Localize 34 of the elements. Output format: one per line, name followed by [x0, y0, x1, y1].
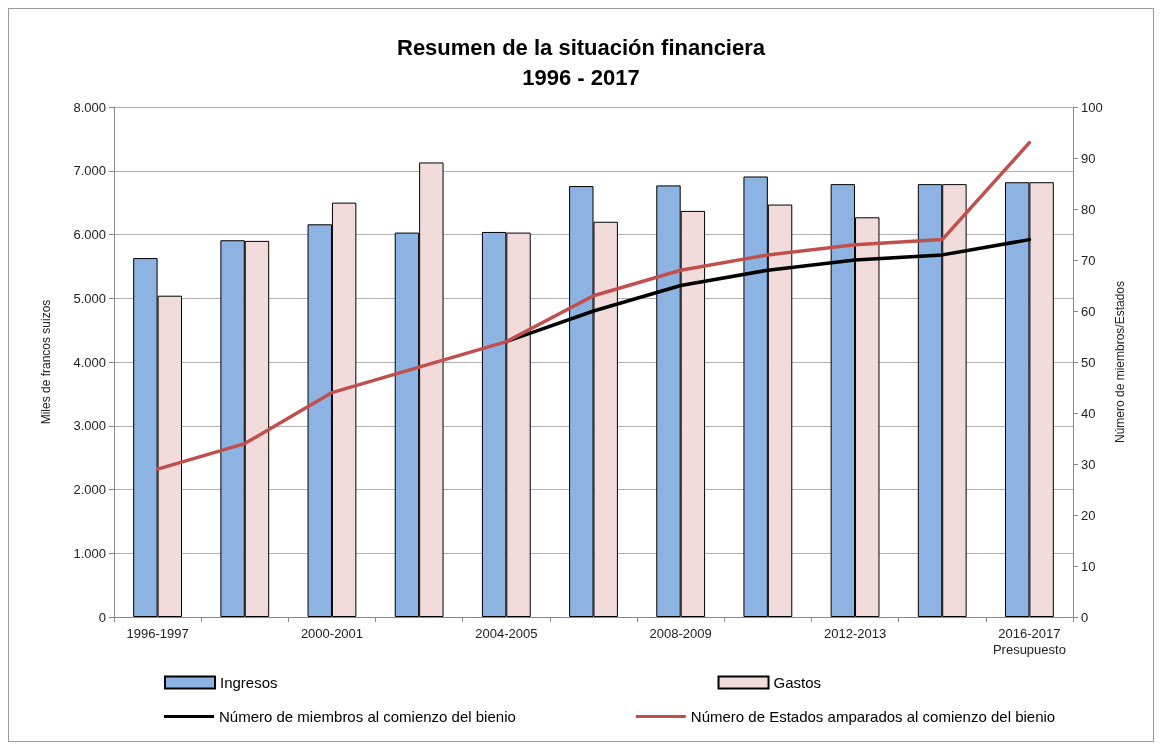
y-tick-label: 0: [98, 609, 106, 625]
y2-tick-label: 70: [1081, 252, 1096, 268]
y-tick-label: 1.000: [73, 545, 106, 561]
legend-label: Número de miembros al comienzo del bienio: [219, 708, 516, 725]
x-tick-label: 2000-2001: [300, 625, 364, 641]
legend-label: Gastos: [773, 674, 822, 691]
y-tick-label: 5.000: [73, 290, 106, 306]
legend-label: Ingresos: [220, 674, 278, 691]
y2-tick-label: 50: [1081, 354, 1096, 370]
y2-tick-label: 40: [1081, 405, 1096, 421]
y2-tick-label: 90: [1081, 150, 1096, 166]
chart-title: Resumen de la situación financiera 1996 - 2017: [396, 34, 766, 90]
y-tick-label: 6.000: [73, 227, 106, 242]
x-tick-label: 2016-2017 Presupuesto: [992, 625, 1066, 657]
y2-tick-label: 60: [1081, 303, 1096, 319]
x-tick-label: 2012-2013: [823, 625, 887, 641]
y-axis-title: Miles de francos suizos: [39, 299, 53, 425]
y2-tick-label: 10: [1081, 558, 1096, 574]
y2-tick-label: 80: [1081, 201, 1096, 217]
legend-label: Número de Estados amparados al comienzo del bienio: [690, 708, 1056, 725]
y2-axis-title: Número de miembros/Estados: [1112, 280, 1127, 444]
x-tick-label: 2008-2009: [649, 625, 712, 641]
x-tick-label: 2004-2005: [475, 625, 538, 641]
line-series: [155, 140, 1032, 471]
y2-tick-label: 0: [1081, 609, 1089, 625]
y-tick-label: 3.000: [73, 418, 106, 434]
x-tick-label: 1996-1997: [126, 625, 189, 641]
y-tick-label: 8.000: [73, 99, 106, 115]
y-tick-label: 2.000: [73, 482, 106, 497]
y2-tick-label: 100: [1081, 99, 1103, 115]
y-tick-label: 4.000: [73, 354, 106, 370]
y2-tick-label: 30: [1081, 456, 1096, 472]
y-tick-label: 7.000: [73, 163, 106, 179]
y2-tick-label: 20: [1081, 507, 1096, 523]
